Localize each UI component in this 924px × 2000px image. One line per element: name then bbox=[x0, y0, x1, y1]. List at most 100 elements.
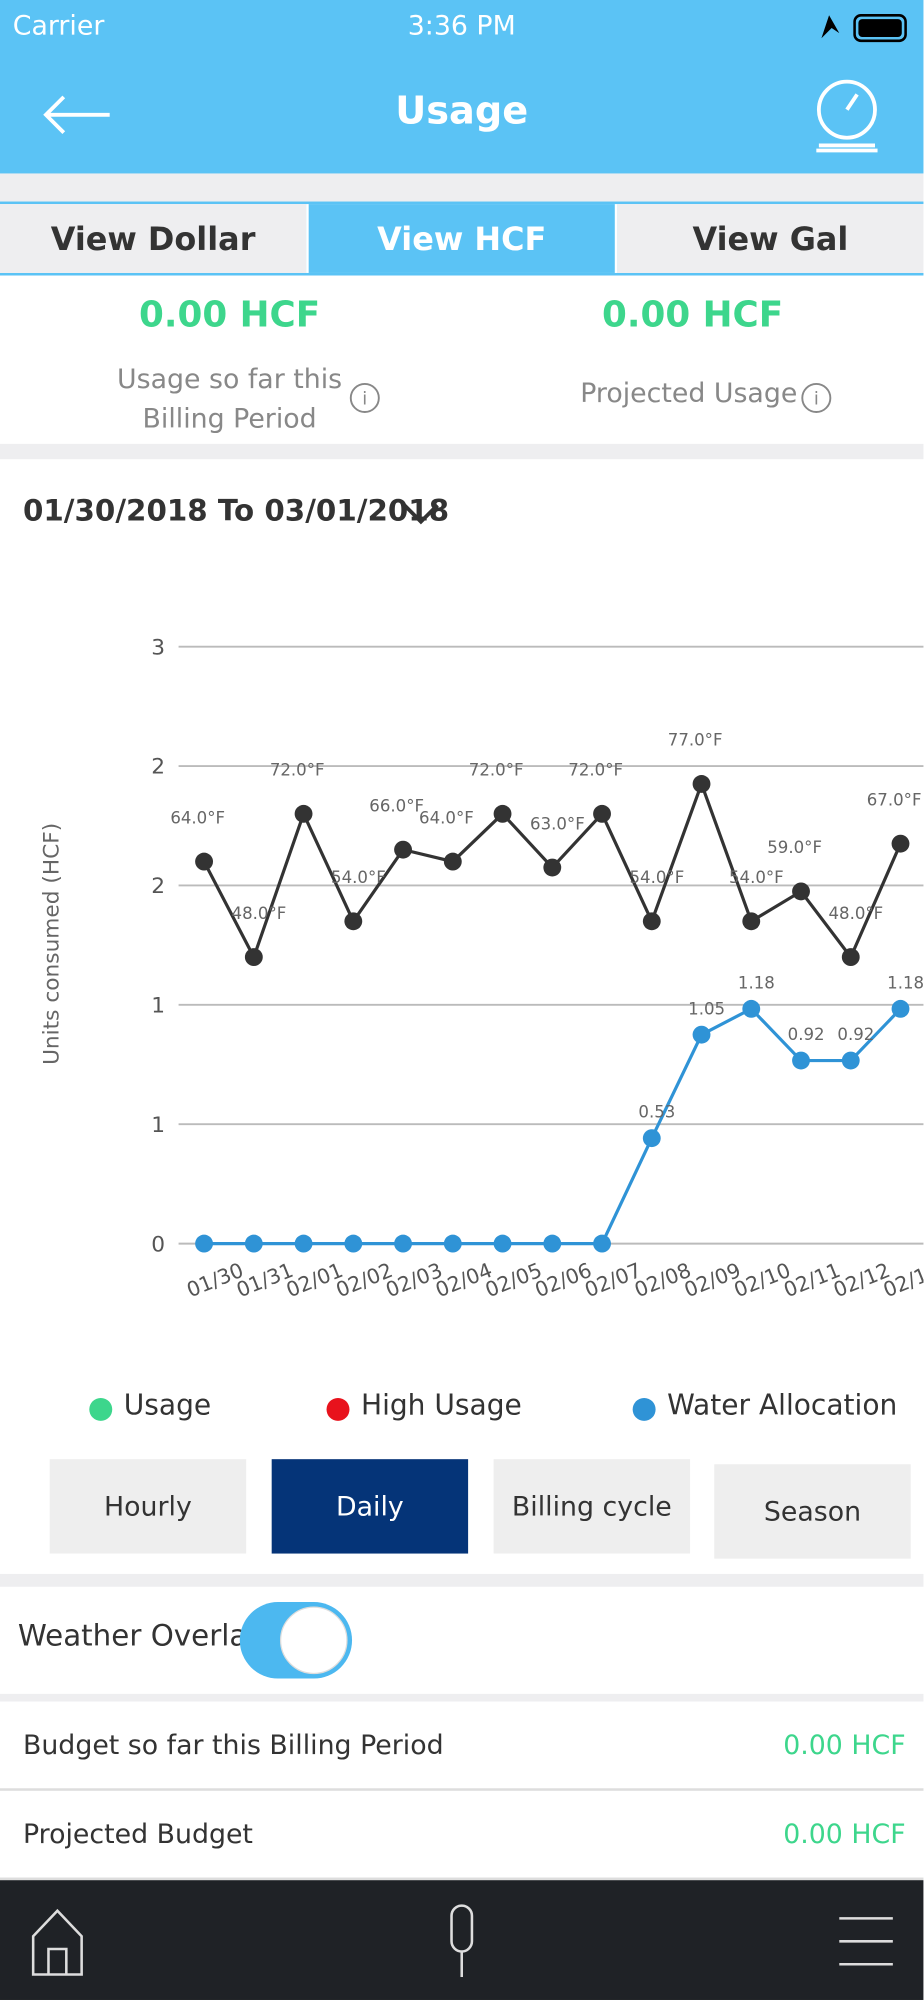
period-button[interactable]: Billing cycle bbox=[493, 1459, 691, 1554]
legend-label: High Usage bbox=[360, 1390, 522, 1423]
tab[interactable]: View Gal bbox=[617, 204, 924, 273]
temperature-label: 59.0°F bbox=[767, 838, 822, 857]
spacer bbox=[0, 1693, 924, 1702]
temperature-label: 54.0°F bbox=[630, 868, 685, 887]
temperature-label: 54.0°F bbox=[729, 868, 784, 887]
data-label: 1.18 bbox=[738, 973, 775, 992]
row: Budget so far this Billing Period 0.00 HC… bbox=[0, 1702, 924, 1791]
info-icon[interactable]: i bbox=[800, 380, 836, 416]
temperature-point bbox=[195, 852, 214, 871]
temperature-point bbox=[792, 882, 810, 901]
temperature-point bbox=[244, 948, 263, 967]
temperature-point bbox=[642, 912, 661, 931]
temperature-label: 67.0°F bbox=[867, 790, 922, 809]
series-point bbox=[244, 1234, 263, 1253]
temperature-label: 63.0°F bbox=[530, 814, 585, 833]
weather-overlay-label: Weather Overlay bbox=[17, 1619, 265, 1654]
spacer bbox=[0, 173, 924, 202]
y-axis-label: Units consumed (HCF) bbox=[40, 823, 65, 1065]
summary-value: 0.00 HCF bbox=[602, 293, 784, 336]
back-button[interactable] bbox=[38, 89, 115, 140]
row-label: Budget so far this Billing Period bbox=[22, 1729, 444, 1761]
temperature-point bbox=[294, 804, 313, 823]
tabs: View Dollar View HCF View Gal bbox=[0, 201, 924, 276]
chart: Units consumed (HCF) 01122301/3001/3102/… bbox=[40, 635, 924, 1302]
series-point bbox=[692, 1025, 711, 1044]
temperature-label: 64.0°F bbox=[419, 808, 474, 827]
temperature-label: 72.0°F bbox=[469, 761, 524, 780]
series-point bbox=[593, 1234, 611, 1253]
row-value: 0.00 HCF bbox=[783, 1818, 906, 1850]
temperature-point bbox=[394, 840, 412, 859]
tab-bar bbox=[0, 1880, 924, 2000]
legend-swatch bbox=[326, 1397, 350, 1421]
series-point bbox=[891, 999, 910, 1018]
header: Carrier 3:36 PM Usage bbox=[0, 0, 924, 174]
title: Usage bbox=[395, 89, 529, 134]
spacer bbox=[0, 443, 924, 460]
carrier: Carrier bbox=[12, 10, 105, 41]
time: 3:36 PM bbox=[407, 10, 516, 41]
series-point bbox=[792, 1051, 810, 1070]
temperature-label: 54.0°F bbox=[331, 868, 386, 887]
temperature-point bbox=[742, 912, 761, 931]
status-icons bbox=[821, 14, 907, 43]
y-tick-label: 0 bbox=[151, 1232, 165, 1257]
y-tick-label: 2 bbox=[151, 874, 165, 899]
meter-button[interactable] bbox=[811, 77, 882, 156]
tab[interactable]: View HCF bbox=[306, 204, 618, 273]
menu-icon[interactable] bbox=[839, 1917, 893, 1966]
temperature-point bbox=[344, 912, 363, 931]
temperature-label: 72.0°F bbox=[568, 761, 623, 780]
tab[interactable]: View Dollar bbox=[0, 204, 307, 273]
temperature-label: 64.0°F bbox=[170, 808, 225, 827]
home-icon[interactable] bbox=[31, 1908, 83, 1976]
period-button[interactable]: Season bbox=[714, 1464, 911, 1559]
temperature-point bbox=[891, 834, 910, 853]
temperature-label: 72.0°F bbox=[270, 761, 325, 780]
series-point bbox=[344, 1234, 363, 1253]
legend: Usage High Usage Water Allocation bbox=[0, 1390, 923, 1428]
weather-toggle[interactable] bbox=[235, 1594, 357, 1688]
row-label: Projected Budget bbox=[22, 1818, 253, 1850]
series-point bbox=[493, 1234, 512, 1253]
summary-value: 0.00 HCF bbox=[139, 293, 321, 336]
summary-label: Projected Usage bbox=[580, 377, 798, 409]
series-point bbox=[294, 1234, 313, 1253]
legend-label: Usage bbox=[123, 1390, 212, 1423]
temperature-point bbox=[493, 804, 512, 823]
temperature-point bbox=[841, 948, 860, 967]
y-tick-label: 1 bbox=[151, 993, 165, 1018]
row: Projected Budget 0.00 HCF bbox=[0, 1791, 924, 1881]
date-range[interactable]: 01/30/2018 To 03/01/2018 bbox=[22, 494, 450, 529]
data-label: 0.53 bbox=[638, 1103, 675, 1122]
y-tick-label: 1 bbox=[151, 1113, 165, 1138]
series-point bbox=[394, 1234, 412, 1253]
series-point bbox=[443, 1234, 462, 1253]
series-point bbox=[543, 1234, 562, 1253]
row-value: 0.00 HCF bbox=[783, 1729, 906, 1761]
svg-text:i: i bbox=[814, 388, 819, 409]
legend-swatch bbox=[89, 1397, 113, 1421]
legend-label: Water Allocation bbox=[667, 1390, 898, 1423]
period-button[interactable]: Daily bbox=[271, 1459, 469, 1554]
spacer bbox=[0, 1573, 924, 1587]
period-button[interactable]: Hourly bbox=[49, 1459, 247, 1554]
temperature-point bbox=[543, 858, 562, 877]
info-icon[interactable]: i bbox=[348, 380, 384, 416]
dropdown-icon[interactable] bbox=[401, 500, 442, 528]
temperature-point bbox=[593, 804, 611, 823]
y-tick-label: 2 bbox=[151, 755, 165, 780]
temperature-label: 77.0°F bbox=[668, 731, 723, 750]
temperature-label: 48.0°F bbox=[232, 904, 287, 923]
series-point bbox=[841, 1051, 860, 1070]
temperature-label: 48.0°F bbox=[828, 904, 883, 923]
temperature-point bbox=[443, 852, 462, 871]
data-label: 0.92 bbox=[788, 1025, 825, 1044]
svg-text:i: i bbox=[362, 388, 367, 409]
data-label: 1.18 bbox=[887, 973, 923, 992]
summary-label: Usage so far this Billing Period bbox=[117, 363, 343, 434]
data-label: 1.05 bbox=[688, 999, 725, 1018]
